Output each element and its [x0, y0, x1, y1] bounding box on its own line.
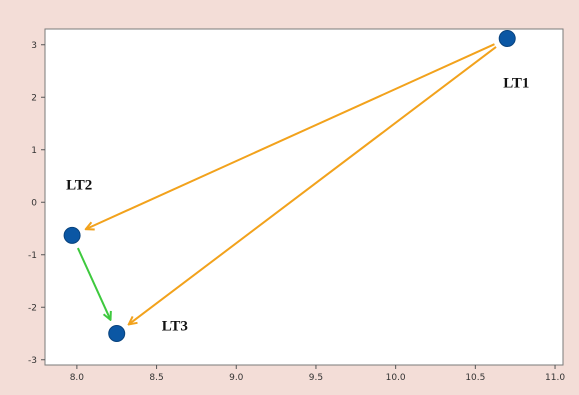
arrow-lt2-to-lt3	[76, 247, 110, 319]
data-point-lt1	[498, 29, 516, 47]
point-label-lt2: LT2	[66, 177, 92, 193]
x-tick-label: 11.0	[545, 373, 565, 383]
x-tick-label: 9.0	[229, 373, 244, 383]
data-point-lt3	[108, 325, 126, 342]
x-tick-label: 10.0	[386, 373, 406, 383]
y-tick-label: -3	[28, 356, 37, 366]
x-tick-label: 10.5	[465, 373, 485, 383]
arrow-lt1-to-lt2	[87, 43, 495, 229]
y-tick-label: -1	[28, 251, 37, 261]
x-tick-label: 8.0	[70, 373, 85, 383]
point-label-lt3: LT3	[162, 319, 188, 335]
y-tick-label: 0	[31, 198, 37, 208]
x-tick-label: 9.5	[309, 373, 323, 383]
point-label-lt1: LT1	[503, 75, 529, 91]
data-point-lt2	[63, 226, 81, 244]
y-tick-label: 2	[31, 93, 37, 103]
y-tick-label: -2	[28, 303, 37, 313]
y-tick-label: 1	[31, 146, 37, 156]
y-tick-label: 3	[31, 41, 37, 51]
plot-area	[44, 28, 564, 366]
arrow-lt1-to-lt3	[129, 46, 497, 324]
x-tick-label: 8.5	[149, 373, 163, 383]
